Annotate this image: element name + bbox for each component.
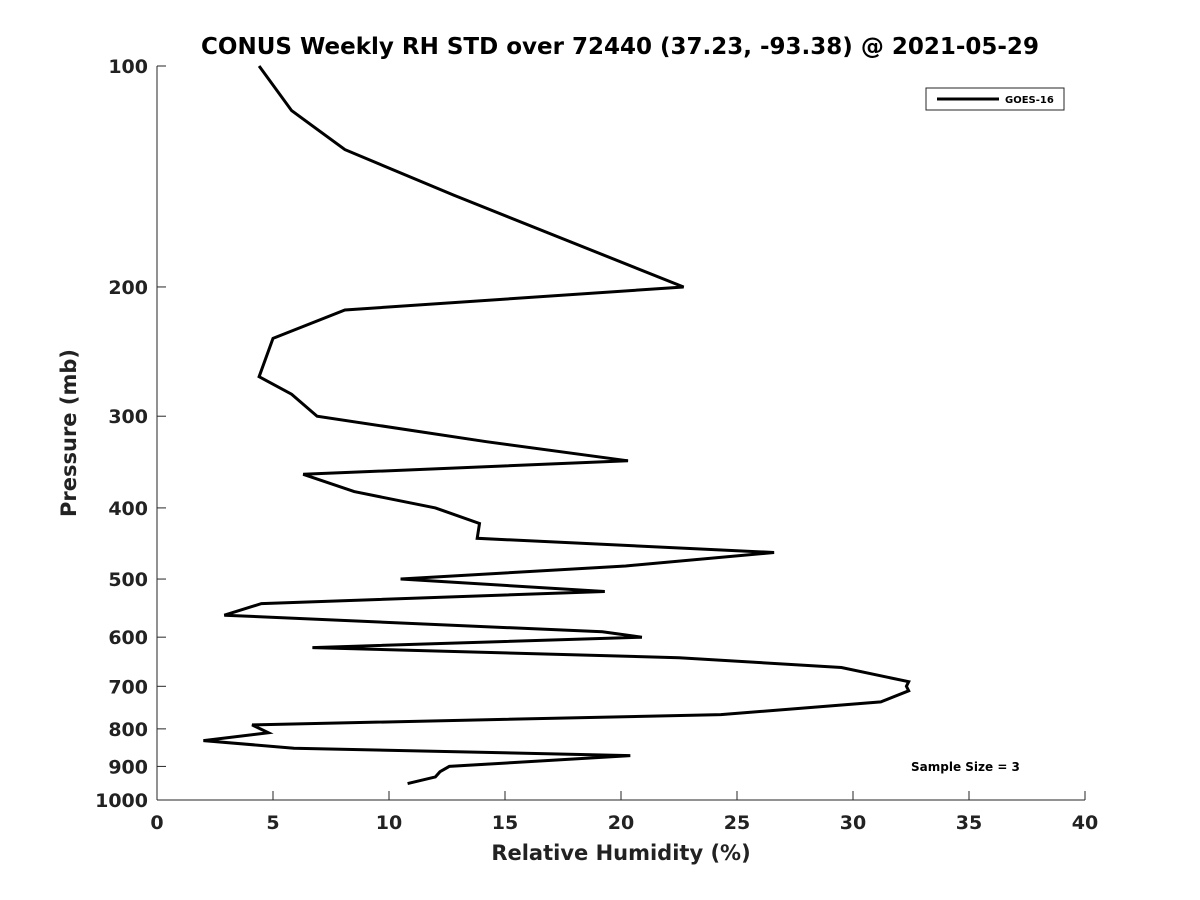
x-tick-label: 30 [840, 812, 866, 834]
y-tick-label: 500 [108, 569, 148, 591]
x-tick-label: 15 [492, 812, 518, 834]
x-tick-label: 35 [956, 812, 982, 834]
y-tick-label: 600 [108, 627, 148, 649]
x-tick-label: 40 [1072, 812, 1098, 834]
x-axis-ticks: 0 5 10 15 20 25 30 35 40 [150, 791, 1098, 834]
x-tick-label: 10 [376, 812, 402, 834]
y-axis-label: Pressure (mb) [57, 349, 81, 517]
y-tick-label: 900 [108, 756, 148, 778]
x-tick-label: 5 [266, 812, 279, 834]
y-tick-label: 800 [108, 719, 148, 741]
legend: GOES-16 [925, 87, 1065, 111]
y-tick-label: 200 [108, 277, 148, 299]
y-tick-label: 400 [108, 498, 148, 520]
x-axis-label: Relative Humidity (%) [491, 841, 750, 865]
legend-entry-goes16: GOES-16 [1005, 95, 1054, 106]
y-tick-label: 100 [108, 56, 148, 78]
x-tick-label: 0 [150, 812, 163, 834]
x-tick-label: 20 [608, 812, 634, 834]
x-tick-label: 25 [724, 812, 750, 834]
y-tick-label: 300 [108, 406, 148, 428]
chart-title: CONUS Weekly RH STD over 72440 (37.23, -… [201, 34, 1039, 60]
plot-area [156, 66, 1085, 801]
series-line-goes16 [203, 65, 911, 786]
y-axis-ticks: 100 200 300 400 500 600 700 800 900 1000 [95, 56, 166, 812]
y-tick-label: 1000 [95, 790, 148, 812]
sample-size-annotation: Sample Size = 3 [911, 760, 1020, 774]
y-tick-label: 700 [108, 676, 148, 698]
